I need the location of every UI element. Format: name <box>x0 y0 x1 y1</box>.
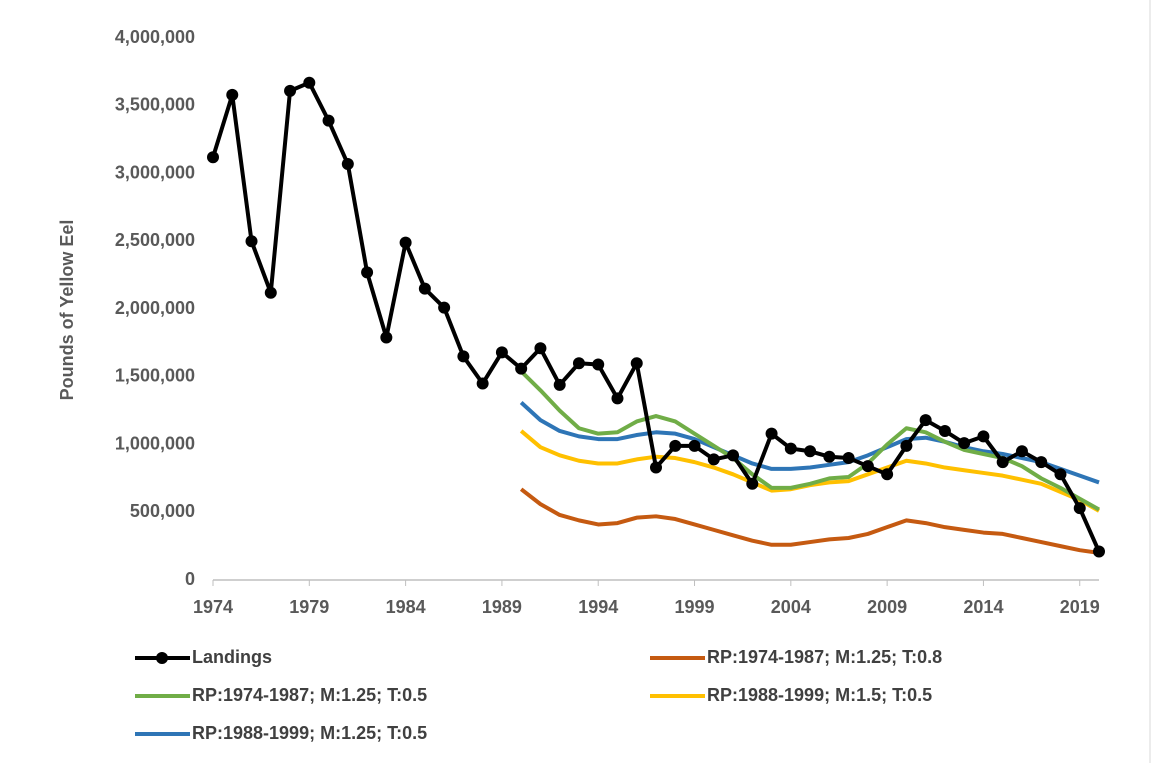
data-point <box>399 236 412 249</box>
data-point <box>322 114 335 127</box>
data-point <box>804 445 817 458</box>
data-point <box>881 468 894 481</box>
y-tick-label: 1,000,000 <box>115 433 195 453</box>
data-point <box>977 430 990 443</box>
y-tick-label: 4,000,000 <box>115 27 195 47</box>
legend: Landings RP:1974-1987; M:1.25; T:0.8 RP:19… <box>135 647 942 743</box>
x-tick-label: 2004 <box>771 597 811 617</box>
y-tick-label: 0 <box>185 569 195 589</box>
data-point <box>226 88 239 101</box>
legend-label: RP:1974-1987; M:1.25; T:0.5 <box>192 685 427 705</box>
x-tick-label: 2014 <box>963 597 1003 617</box>
x-tick-label: 1984 <box>386 597 426 617</box>
y-tick-label: 3,000,000 <box>115 162 195 182</box>
data-point <box>958 437 971 450</box>
data-point <box>438 301 451 314</box>
data-point <box>688 439 701 452</box>
data-point <box>842 452 855 465</box>
y-tick-label: 500,000 <box>130 501 195 521</box>
series-line <box>519 401 1100 485</box>
data-point <box>900 439 913 452</box>
x-tick-label: 2019 <box>1060 597 1100 617</box>
data-point <box>457 350 470 363</box>
data-point <box>669 439 682 452</box>
data-point <box>341 158 354 171</box>
data-point <box>361 266 374 279</box>
data-point <box>264 286 277 299</box>
series-line <box>519 487 1100 555</box>
x-tick-label: 2009 <box>867 597 907 617</box>
data-point <box>784 442 797 455</box>
data-point <box>284 84 297 97</box>
legend-label: Landings <box>192 647 272 667</box>
data-point <box>650 461 662 474</box>
data-point <box>1093 545 1105 558</box>
y-tick-label: 2,000,000 <box>115 298 195 318</box>
y-tick-label: 1,500,000 <box>115 366 195 386</box>
x-tick-label: 1999 <box>674 597 714 617</box>
data-point <box>572 357 585 370</box>
data-point <box>207 151 219 164</box>
legend-label: RP:1988-1999; M:1.5; T:0.5 <box>707 685 932 705</box>
data-point <box>727 449 740 462</box>
data-point <box>746 477 759 490</box>
x-tick-label: 1979 <box>289 597 329 617</box>
data-point <box>611 392 624 405</box>
data-point <box>534 342 547 355</box>
data-point <box>630 357 643 370</box>
data-point <box>1035 456 1048 469</box>
x-tick-label: 1974 <box>193 597 233 617</box>
data-point <box>823 450 836 463</box>
y-axis-title: Pounds of Yellow Eel <box>57 220 77 401</box>
data-point <box>1073 502 1086 515</box>
series-line <box>211 80 1101 553</box>
data-point <box>938 424 951 437</box>
data-point <box>707 453 720 466</box>
data-point <box>861 460 874 473</box>
data-point <box>303 76 316 89</box>
y-tick-label: 3,500,000 <box>115 95 195 115</box>
x-tick-label: 1989 <box>482 597 522 617</box>
data-point <box>996 456 1009 469</box>
series-line <box>519 429 1100 513</box>
data-point <box>495 346 508 359</box>
legend-label: RP:1988-1999; M:1.25; T:0.5 <box>192 723 427 743</box>
data-point <box>919 414 932 427</box>
data-point <box>1054 468 1067 481</box>
data-point <box>553 378 566 391</box>
x-tick-label: 1994 <box>578 597 618 617</box>
data-point <box>515 362 528 375</box>
y-tick-label: 2,500,000 <box>115 230 195 250</box>
data-point <box>1015 445 1028 458</box>
data-point <box>245 235 258 248</box>
data-point <box>380 331 393 344</box>
data-point <box>592 358 605 371</box>
data-point <box>418 282 431 295</box>
legend-marker <box>156 652 168 664</box>
data-point <box>476 377 489 390</box>
legend-label: RP:1974-1987; M:1.25; T:0.8 <box>707 647 942 667</box>
data-point <box>765 427 778 440</box>
